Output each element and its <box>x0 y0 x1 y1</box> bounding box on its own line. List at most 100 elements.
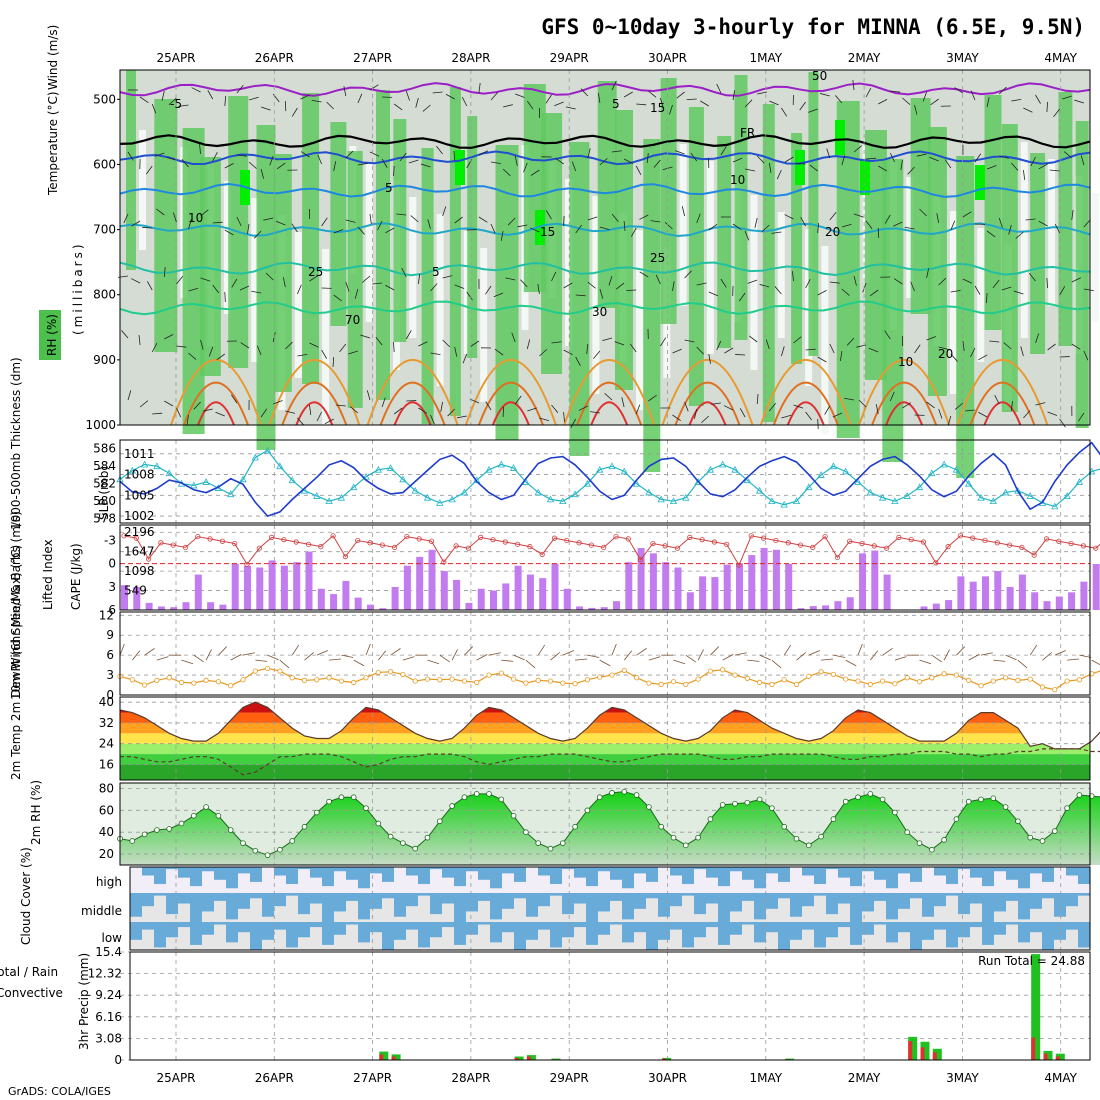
wind-speed-point <box>781 677 787 683</box>
thickness-point <box>559 497 567 505</box>
wind-barb <box>513 654 525 661</box>
wind-barb <box>865 220 873 230</box>
wind-barb <box>205 649 212 661</box>
cape-bar <box>1080 581 1088 610</box>
wind-barb <box>723 405 734 411</box>
wind-barb <box>735 354 746 356</box>
cape-bar <box>674 567 682 610</box>
wind-barb <box>490 92 498 101</box>
wind-barb <box>926 268 930 279</box>
cloud-cell <box>490 867 502 889</box>
pressure-tick-label: 1000 <box>85 418 116 432</box>
wind-barb <box>597 93 601 104</box>
thickness-point <box>620 467 628 475</box>
precip-total-bar <box>1055 1053 1065 1060</box>
contour-label: 5 <box>432 265 440 279</box>
wind-barb <box>166 157 177 161</box>
date-label: 26APR <box>255 51 294 65</box>
wind-barb <box>156 656 169 661</box>
cloud-cell <box>634 908 646 922</box>
date-label: 30APR <box>648 1071 687 1085</box>
cloud-cell <box>682 895 694 922</box>
pressure-tick-label: 800 <box>93 288 116 302</box>
cape-bar <box>1092 563 1100 610</box>
wind-barb <box>817 223 819 234</box>
cloud-cell <box>178 867 190 878</box>
wind-barb <box>1047 411 1058 416</box>
cape-bar <box>490 590 497 610</box>
cloud-cell <box>382 867 394 882</box>
cloud-cell <box>670 867 682 876</box>
wind-barb <box>858 399 867 408</box>
wind-barb <box>841 155 846 166</box>
warm-contour <box>281 381 348 426</box>
cape-bar <box>686 592 694 610</box>
cloud-cell <box>442 903 454 922</box>
cloud-cell <box>970 927 982 950</box>
wind-barb <box>514 395 522 405</box>
wind-barb <box>868 347 879 353</box>
wind-barb <box>784 214 794 220</box>
chart-title: GFS 0~10day 3-hourly for MINNA (6.5E, 9.… <box>541 15 1085 39</box>
wind-barb <box>974 153 982 163</box>
cape-bar <box>1043 601 1051 610</box>
cloud-cell <box>862 911 874 922</box>
rh-point <box>719 802 726 808</box>
wind-barb <box>902 97 911 105</box>
thickness-point <box>485 465 493 473</box>
wind-speed-point <box>1015 677 1021 683</box>
wind-barb <box>599 288 604 299</box>
dry-column <box>322 249 330 426</box>
moist-column <box>808 72 819 356</box>
cloud-cell <box>154 947 166 950</box>
cloud-cell <box>814 867 826 885</box>
cloud-cell <box>262 939 274 950</box>
date-label: 29APR <box>550 51 589 65</box>
wind-barb <box>260 168 264 179</box>
cape-bar <box>342 580 350 610</box>
wind-barb <box>1054 223 1061 234</box>
rh-point <box>670 834 677 841</box>
cloud-cell <box>1018 942 1030 950</box>
wind-speed-point <box>793 681 800 687</box>
precip-convective-bar <box>932 1052 937 1060</box>
lifted-index-point <box>441 559 447 565</box>
cloud-cell <box>526 939 538 950</box>
rh-point <box>941 837 947 843</box>
wind-barb <box>360 334 371 339</box>
thickness-point <box>546 495 555 503</box>
wind-tick-label: 0 <box>106 688 114 702</box>
rh-point <box>805 842 812 849</box>
rh-point <box>141 831 148 838</box>
cloud-cell <box>310 867 322 878</box>
cloud-cell <box>334 867 346 872</box>
cape-bar <box>157 606 165 610</box>
hot-contour <box>197 401 235 426</box>
precip-total-bar <box>932 1048 942 1060</box>
wind-barb <box>393 103 403 111</box>
wind-barb <box>164 333 174 340</box>
wind-barb <box>841 288 850 296</box>
wind-speed-point <box>461 678 467 684</box>
wind-barb <box>938 408 943 419</box>
thickness-point <box>251 453 259 461</box>
wind-barb <box>986 230 996 238</box>
wind-barb <box>623 220 626 231</box>
rh-point <box>166 826 173 832</box>
thickness-point <box>989 497 997 505</box>
moist-column <box>882 159 904 462</box>
cloud-cell <box>238 932 250 950</box>
dry-column <box>1048 159 1056 306</box>
thickness-point <box>768 497 776 505</box>
wind-barb <box>817 289 827 296</box>
cloud-cell <box>634 932 646 950</box>
moist-column <box>643 139 661 472</box>
wind-speed-point <box>929 675 935 681</box>
dry-column <box>436 214 444 386</box>
wind-tick-label: 3 <box>106 668 114 682</box>
wind-barb <box>1054 650 1067 656</box>
cloud-cell <box>382 898 394 922</box>
wind-barb <box>672 348 682 354</box>
cloud-cell <box>730 867 742 872</box>
slp-axis-label: SLP (mb) <box>97 466 111 520</box>
